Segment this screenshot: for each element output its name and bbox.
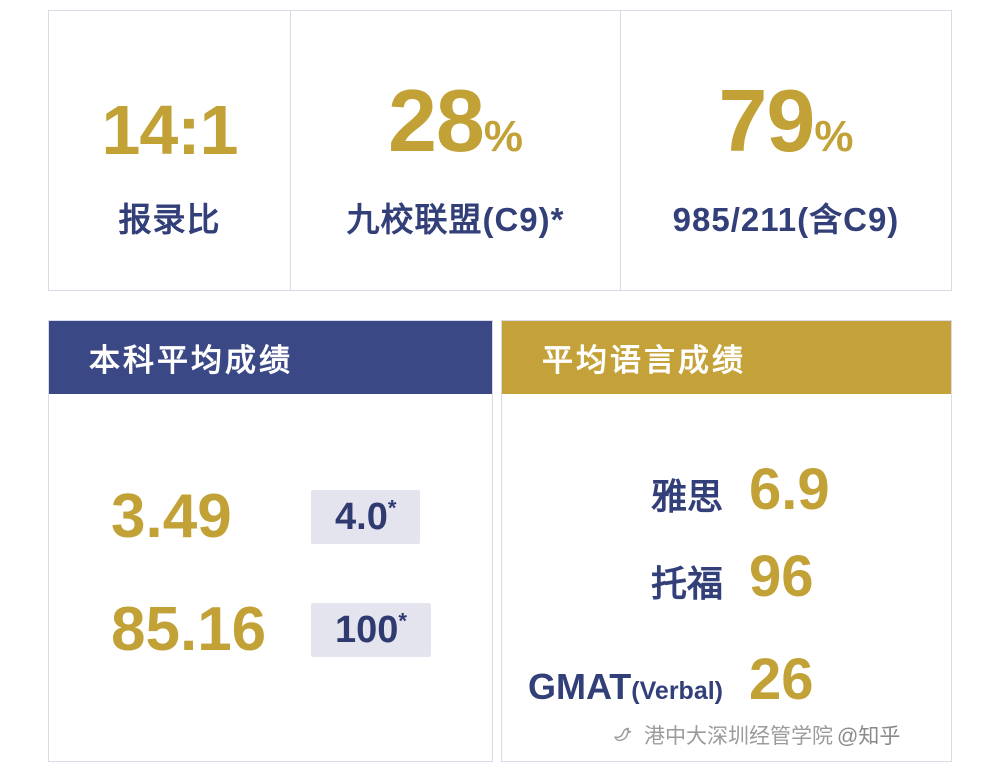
undergrad-score-header: 本科平均成绩 [49, 321, 492, 394]
gpa-scale-badge: 4.0* [311, 490, 421, 544]
badge-asterisk: * [387, 495, 397, 521]
lang-label-suffix: (Verbal) [631, 677, 723, 705]
watermark-footer: 港中大深圳经管学院 @知乎 [612, 720, 900, 750]
stat-value: 14:1 [101, 90, 238, 169]
lang-value: 26 [749, 647, 814, 712]
badge-value: 100 [335, 609, 399, 651]
badge-asterisk: * [398, 608, 407, 634]
stat-value-wrap: 79% [718, 11, 854, 171]
lang-row-gmat: GMAT(Verbal) 26 [502, 651, 951, 709]
stat-value-wrap: 14:1 [101, 11, 238, 169]
source-text: 港中大深圳经管学院 [644, 725, 833, 748]
stat-unit: % [814, 112, 854, 162]
stat-label: 报录比 [118, 201, 221, 238]
lang-row-ielts: 雅思 6.9 [502, 461, 951, 520]
dove-icon [612, 723, 636, 747]
stat-value-wrap: 28% [387, 11, 523, 171]
top-stats-panel: 14:1 报录比 28% 九校联盟(C9)* 79% 985/211(含C9) [48, 10, 952, 291]
stat-value: 28 [387, 71, 485, 171]
watermark-text: @知乎 [837, 725, 901, 748]
stat-label: 985/211(含C9) [672, 201, 900, 238]
language-score-panel: 平均语言成绩 雅思 6.9 托福 96 GMAT(Verbal) 26 [501, 320, 952, 762]
lang-value: 6.9 [749, 457, 830, 522]
lang-label: GMAT(Verbal) [527, 666, 723, 707]
stat-card-ratio: 14:1 报录比 [49, 11, 291, 290]
gpa-scale-badge: 100* [311, 603, 431, 657]
lang-label: 雅思 [650, 476, 723, 517]
gpa-row: 85.16 100* [49, 599, 492, 661]
stat-label: 九校联盟(C9)* [346, 201, 565, 238]
lang-row-toefl: 托福 96 [502, 548, 951, 607]
lang-value: 96 [749, 544, 814, 609]
badge-value: 4.0 [335, 496, 388, 538]
gpa-row: 3.49 4.0* [49, 486, 492, 548]
undergrad-score-panel: 本科平均成绩 3.49 4.0* 85.16 100* [48, 320, 493, 762]
gpa-value: 85.16 [111, 595, 267, 664]
lang-label: 托福 [650, 563, 723, 604]
stat-unit: % [483, 112, 523, 162]
stat-card-985-211: 79% 985/211(含C9) [621, 11, 951, 290]
stat-card-c9: 28% 九校联盟(C9)* [291, 11, 621, 290]
stat-value: 79 [718, 71, 815, 171]
gpa-value: 3.49 [111, 482, 232, 551]
language-score-header: 平均语言成绩 [502, 321, 951, 394]
